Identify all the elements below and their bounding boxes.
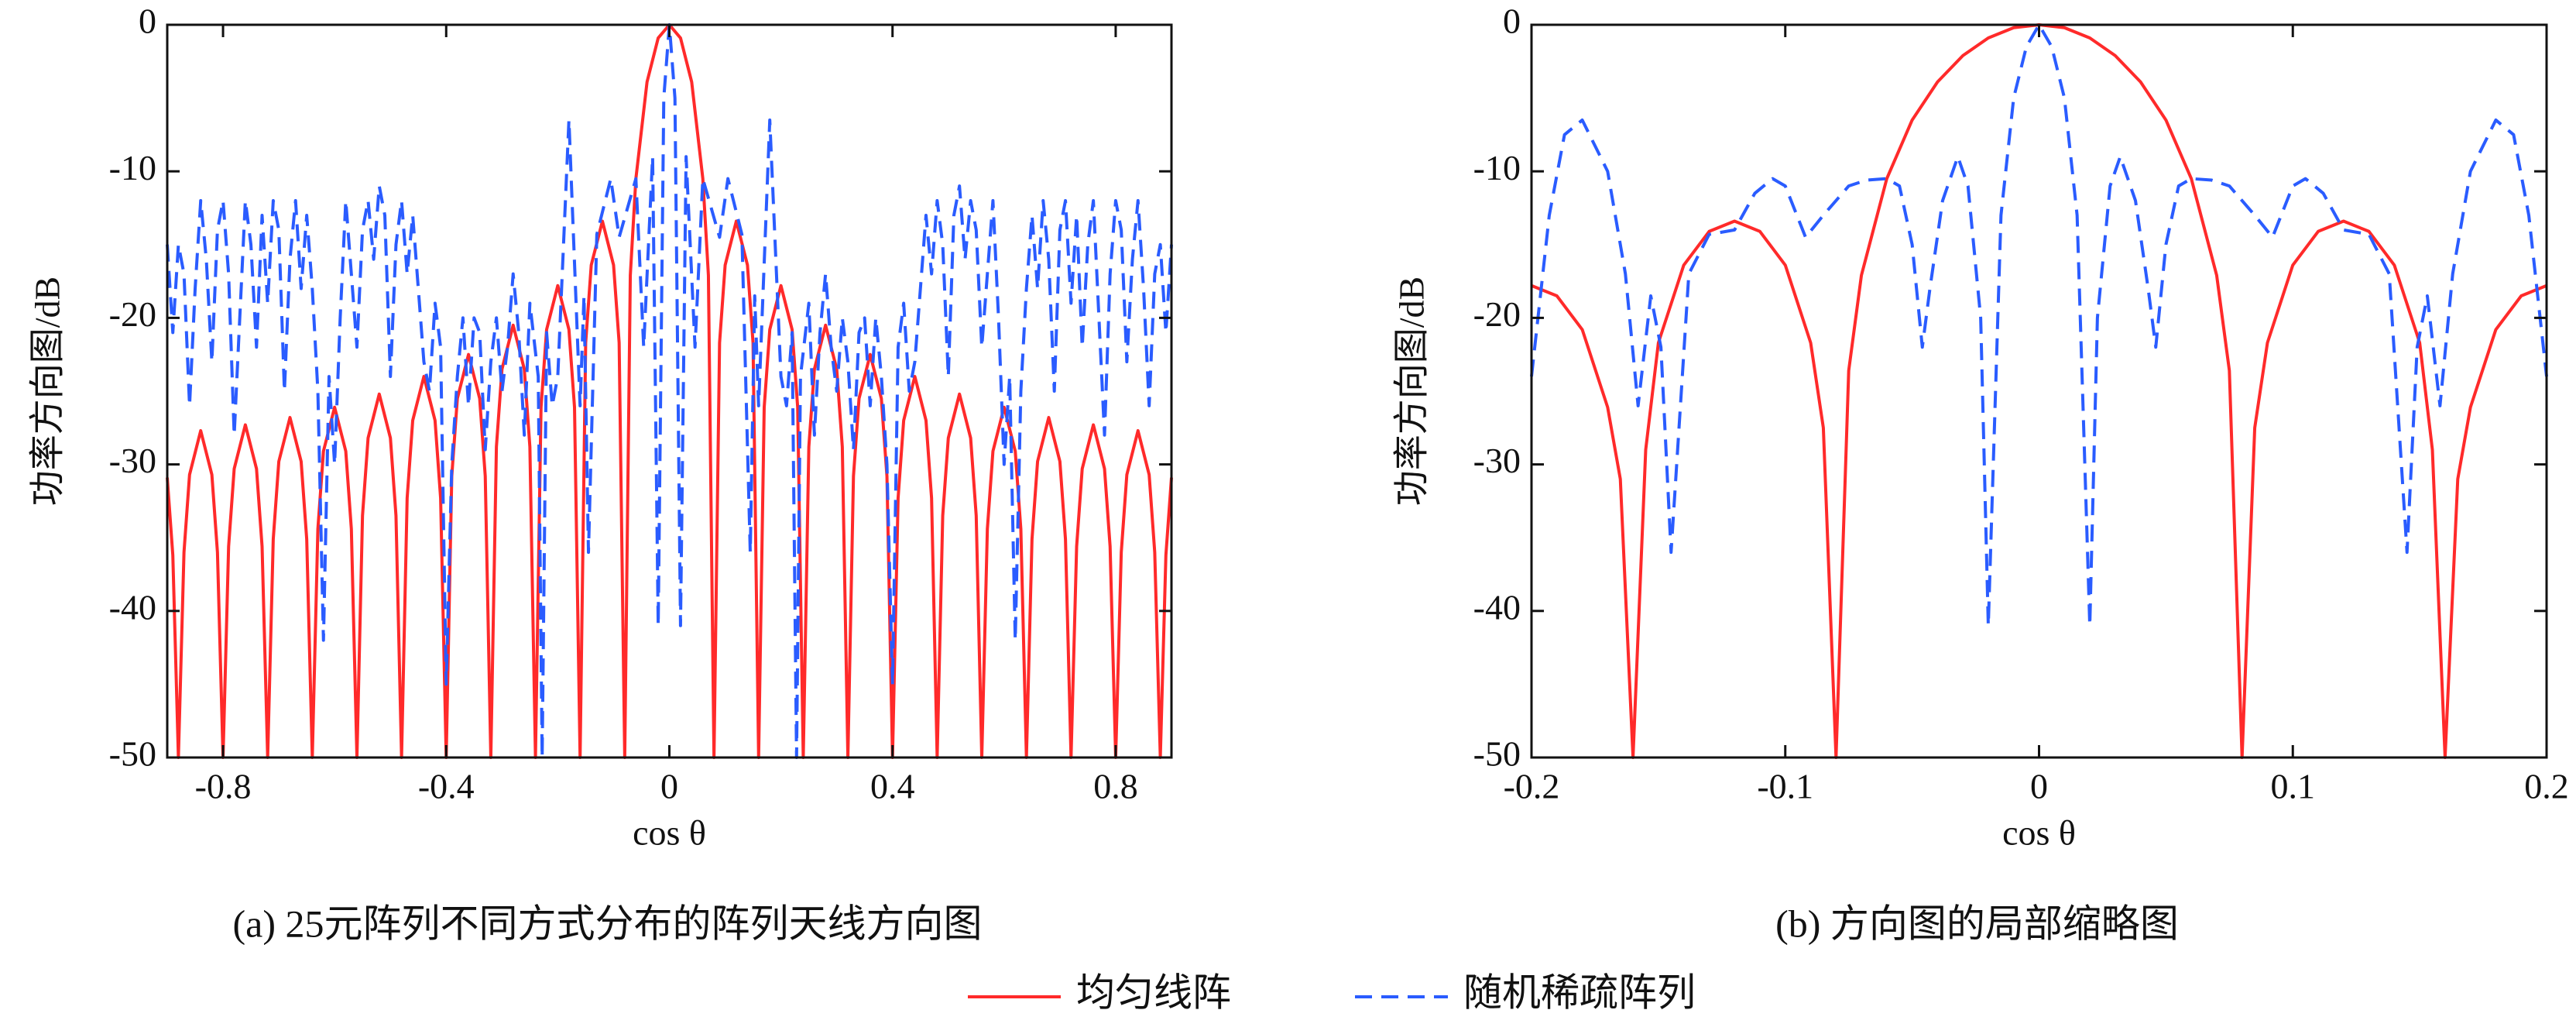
x-tick-label: 0 [2030, 767, 2048, 806]
series-line [1531, 23, 2547, 759]
x-tick-label: 0.2 [2524, 767, 2569, 806]
y-tick-label: 0 [1503, 2, 1521, 41]
y-tick-label: -10 [1473, 148, 1521, 187]
y-tick-label: 0 [139, 2, 156, 41]
y-tick-label: -20 [1473, 294, 1521, 334]
y-axis-label: 功率方向图/dB [28, 277, 67, 506]
y-tick-label: -30 [109, 441, 156, 480]
caption: (a) 25元阵列不同方式分布的阵列天线方向图 [233, 902, 983, 945]
series-line [1530, 23, 2548, 627]
x-tick-label: 0.8 [1093, 767, 1138, 806]
x-tick-label: -0.8 [195, 767, 252, 806]
x-tick-label: -0.1 [1757, 767, 1813, 806]
y-tick-label: -40 [1473, 587, 1521, 627]
plot-frame [1530, 23, 2548, 759]
caption: (b) 方向图的局部缩略图 [1775, 902, 2179, 945]
y-axis-label: 功率方向图/dB [1392, 277, 1432, 506]
x-axis-label: cos θ [633, 813, 706, 853]
y-tick-label: -20 [109, 294, 156, 334]
y-tick-label: -50 [1473, 734, 1521, 774]
y-tick-label: -30 [1473, 441, 1521, 480]
x-tick-label: -0.4 [418, 767, 475, 806]
y-tick-label: -10 [109, 148, 156, 187]
y-tick-label: -40 [109, 587, 156, 627]
x-tick-label: 0 [660, 767, 678, 806]
x-tick-label: 0.4 [870, 767, 915, 806]
x-tick-label: -0.2 [1504, 767, 1560, 806]
y-tick-label: -50 [109, 734, 156, 774]
legend-label: 随机稀疏阵列 [1463, 970, 1696, 1014]
x-tick-label: 0.1 [2271, 767, 2316, 806]
x-axis-label: cos θ [2002, 813, 2076, 853]
legend-label: 均匀线阵 [1076, 970, 1231, 1014]
series-line [166, 23, 1173, 759]
